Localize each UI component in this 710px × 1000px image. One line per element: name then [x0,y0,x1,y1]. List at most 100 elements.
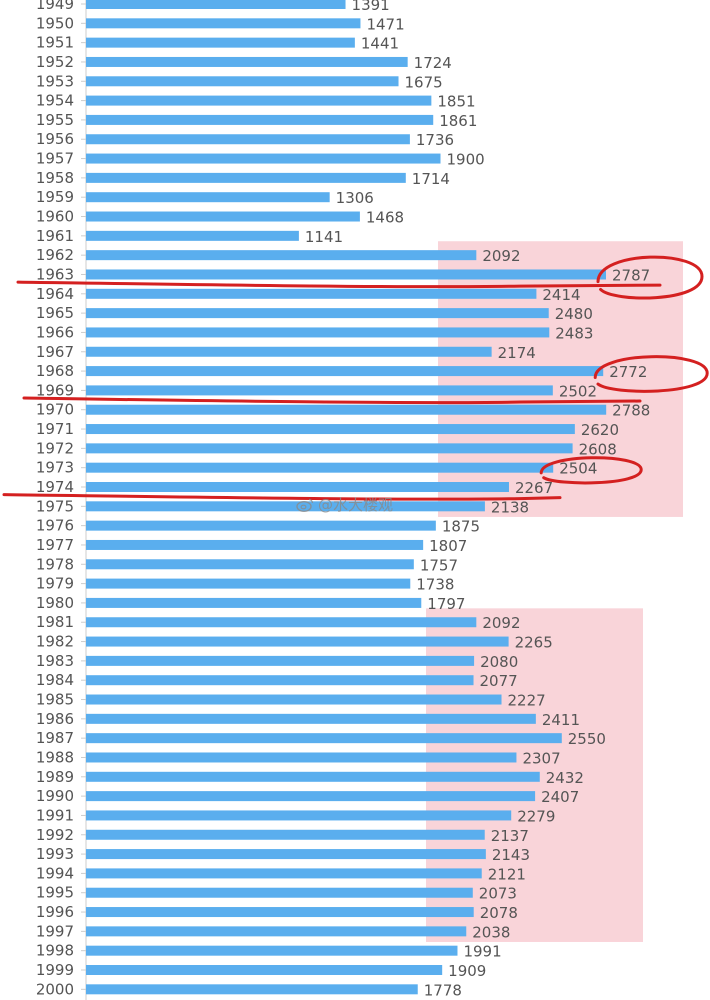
bar-1995 [86,887,473,898]
category-label-1998: 1998 [36,942,74,960]
value-label-1968: 2772 [609,363,647,381]
value-label-1978: 1757 [420,556,458,574]
category-label-1999: 1999 [36,961,74,979]
annotation-circle-1963 [596,255,704,300]
value-label-1979: 1738 [416,576,454,594]
category-label-1989: 1989 [36,768,74,786]
bar-1956 [86,134,410,145]
bar-1988 [86,752,517,763]
value-label-1960: 1468 [366,209,404,227]
category-label-1958: 1958 [36,169,74,187]
value-label-1983: 2080 [480,653,518,671]
bar-1960 [86,211,360,222]
bar-1981 [86,617,477,628]
value-label-2000: 1778 [424,981,462,999]
category-label-1970: 1970 [36,401,74,419]
value-label-1981: 2092 [482,614,520,632]
category-label-1986: 1986 [36,710,74,728]
category-label-1949: 1949 [36,0,74,13]
category-label-1976: 1976 [36,517,74,535]
value-label-1973: 2504 [559,460,597,478]
category-label-1982: 1982 [36,633,74,651]
category-label-1952: 1952 [36,53,74,71]
value-label-1962: 2092 [482,247,520,265]
bar-1971 [86,424,575,435]
value-label-1991: 2279 [517,807,555,825]
bar-1954 [86,95,432,106]
category-label-1977: 1977 [36,536,74,554]
bar-1959 [86,192,330,203]
annotation-circle-1973 [539,456,643,485]
value-label-1987: 2550 [568,730,606,748]
bar-1989 [86,771,540,782]
category-label-1978: 1978 [36,555,74,573]
value-label-1989: 2432 [546,769,584,787]
value-label-1995: 2073 [479,885,517,903]
bar-1982 [86,636,509,647]
category-label-1990: 1990 [36,787,74,805]
value-label-1974: 2267 [515,479,553,497]
category-label-1961: 1961 [36,227,74,245]
category-label-1993: 1993 [36,845,74,863]
category-label-1995: 1995 [36,884,74,902]
value-label-1975: 2138 [491,498,529,516]
bar-1997 [86,926,467,937]
bar-1953 [86,76,399,87]
value-label-1958: 1714 [412,170,450,188]
bar-1991 [86,810,512,821]
value-label-1950: 1471 [366,15,404,33]
category-label-1973: 1973 [36,459,74,477]
category-label-1972: 1972 [36,439,74,457]
category-label-1967: 1967 [36,343,74,361]
value-label-1952: 1724 [414,54,452,72]
value-label-1986: 2411 [542,711,580,729]
bar-1965 [86,308,549,319]
watermark: @水大楼观 [296,494,393,515]
bar-1976 [86,520,436,531]
value-label-1980: 1797 [427,595,465,613]
bar-1973 [86,462,554,473]
value-label-1997: 2038 [472,923,510,941]
bar-1966 [86,327,550,338]
value-label-1976: 1875 [442,518,480,536]
value-label-1963: 2787 [612,266,650,284]
category-label-1960: 1960 [36,208,74,226]
value-label-1984: 2077 [480,672,518,690]
underline-1969 [22,396,642,405]
category-label-1962: 1962 [36,246,74,264]
bar-1967 [86,346,492,357]
bar-1979 [86,578,411,589]
bar-1969 [86,385,553,396]
category-label-1965: 1965 [36,304,74,322]
category-label-1988: 1988 [36,748,74,766]
category-label-1975: 1975 [36,497,74,515]
value-label-1970: 2788 [612,402,650,420]
value-label-1985: 2227 [508,692,546,710]
bar-1998 [86,945,458,956]
bar-1996 [86,907,474,918]
watermark-text: @水大楼观 [318,496,394,514]
value-label-1967: 2174 [498,344,536,362]
bar-1992 [86,829,485,840]
category-label-2000: 2000 [36,980,74,998]
bar-1968 [86,366,604,377]
category-label-1950: 1950 [36,14,74,32]
bar-2000 [86,984,418,995]
bar-1977 [86,539,424,550]
value-label-1998: 1991 [463,943,501,961]
bar-1984 [86,675,474,686]
category-label-1985: 1985 [36,691,74,709]
bar-1978 [86,559,414,570]
category-label-1963: 1963 [36,265,74,283]
value-label-1988: 2307 [522,749,560,767]
weibo-icon [296,498,314,512]
bar-1975 [86,501,485,512]
underline-1974 [2,493,562,501]
bar-1952 [86,56,408,67]
bar-1993 [86,849,486,860]
value-label-1959: 1306 [336,189,374,207]
bar-1999 [86,965,443,975]
category-label-1954: 1954 [36,92,74,110]
value-label-1966: 2483 [555,324,593,342]
